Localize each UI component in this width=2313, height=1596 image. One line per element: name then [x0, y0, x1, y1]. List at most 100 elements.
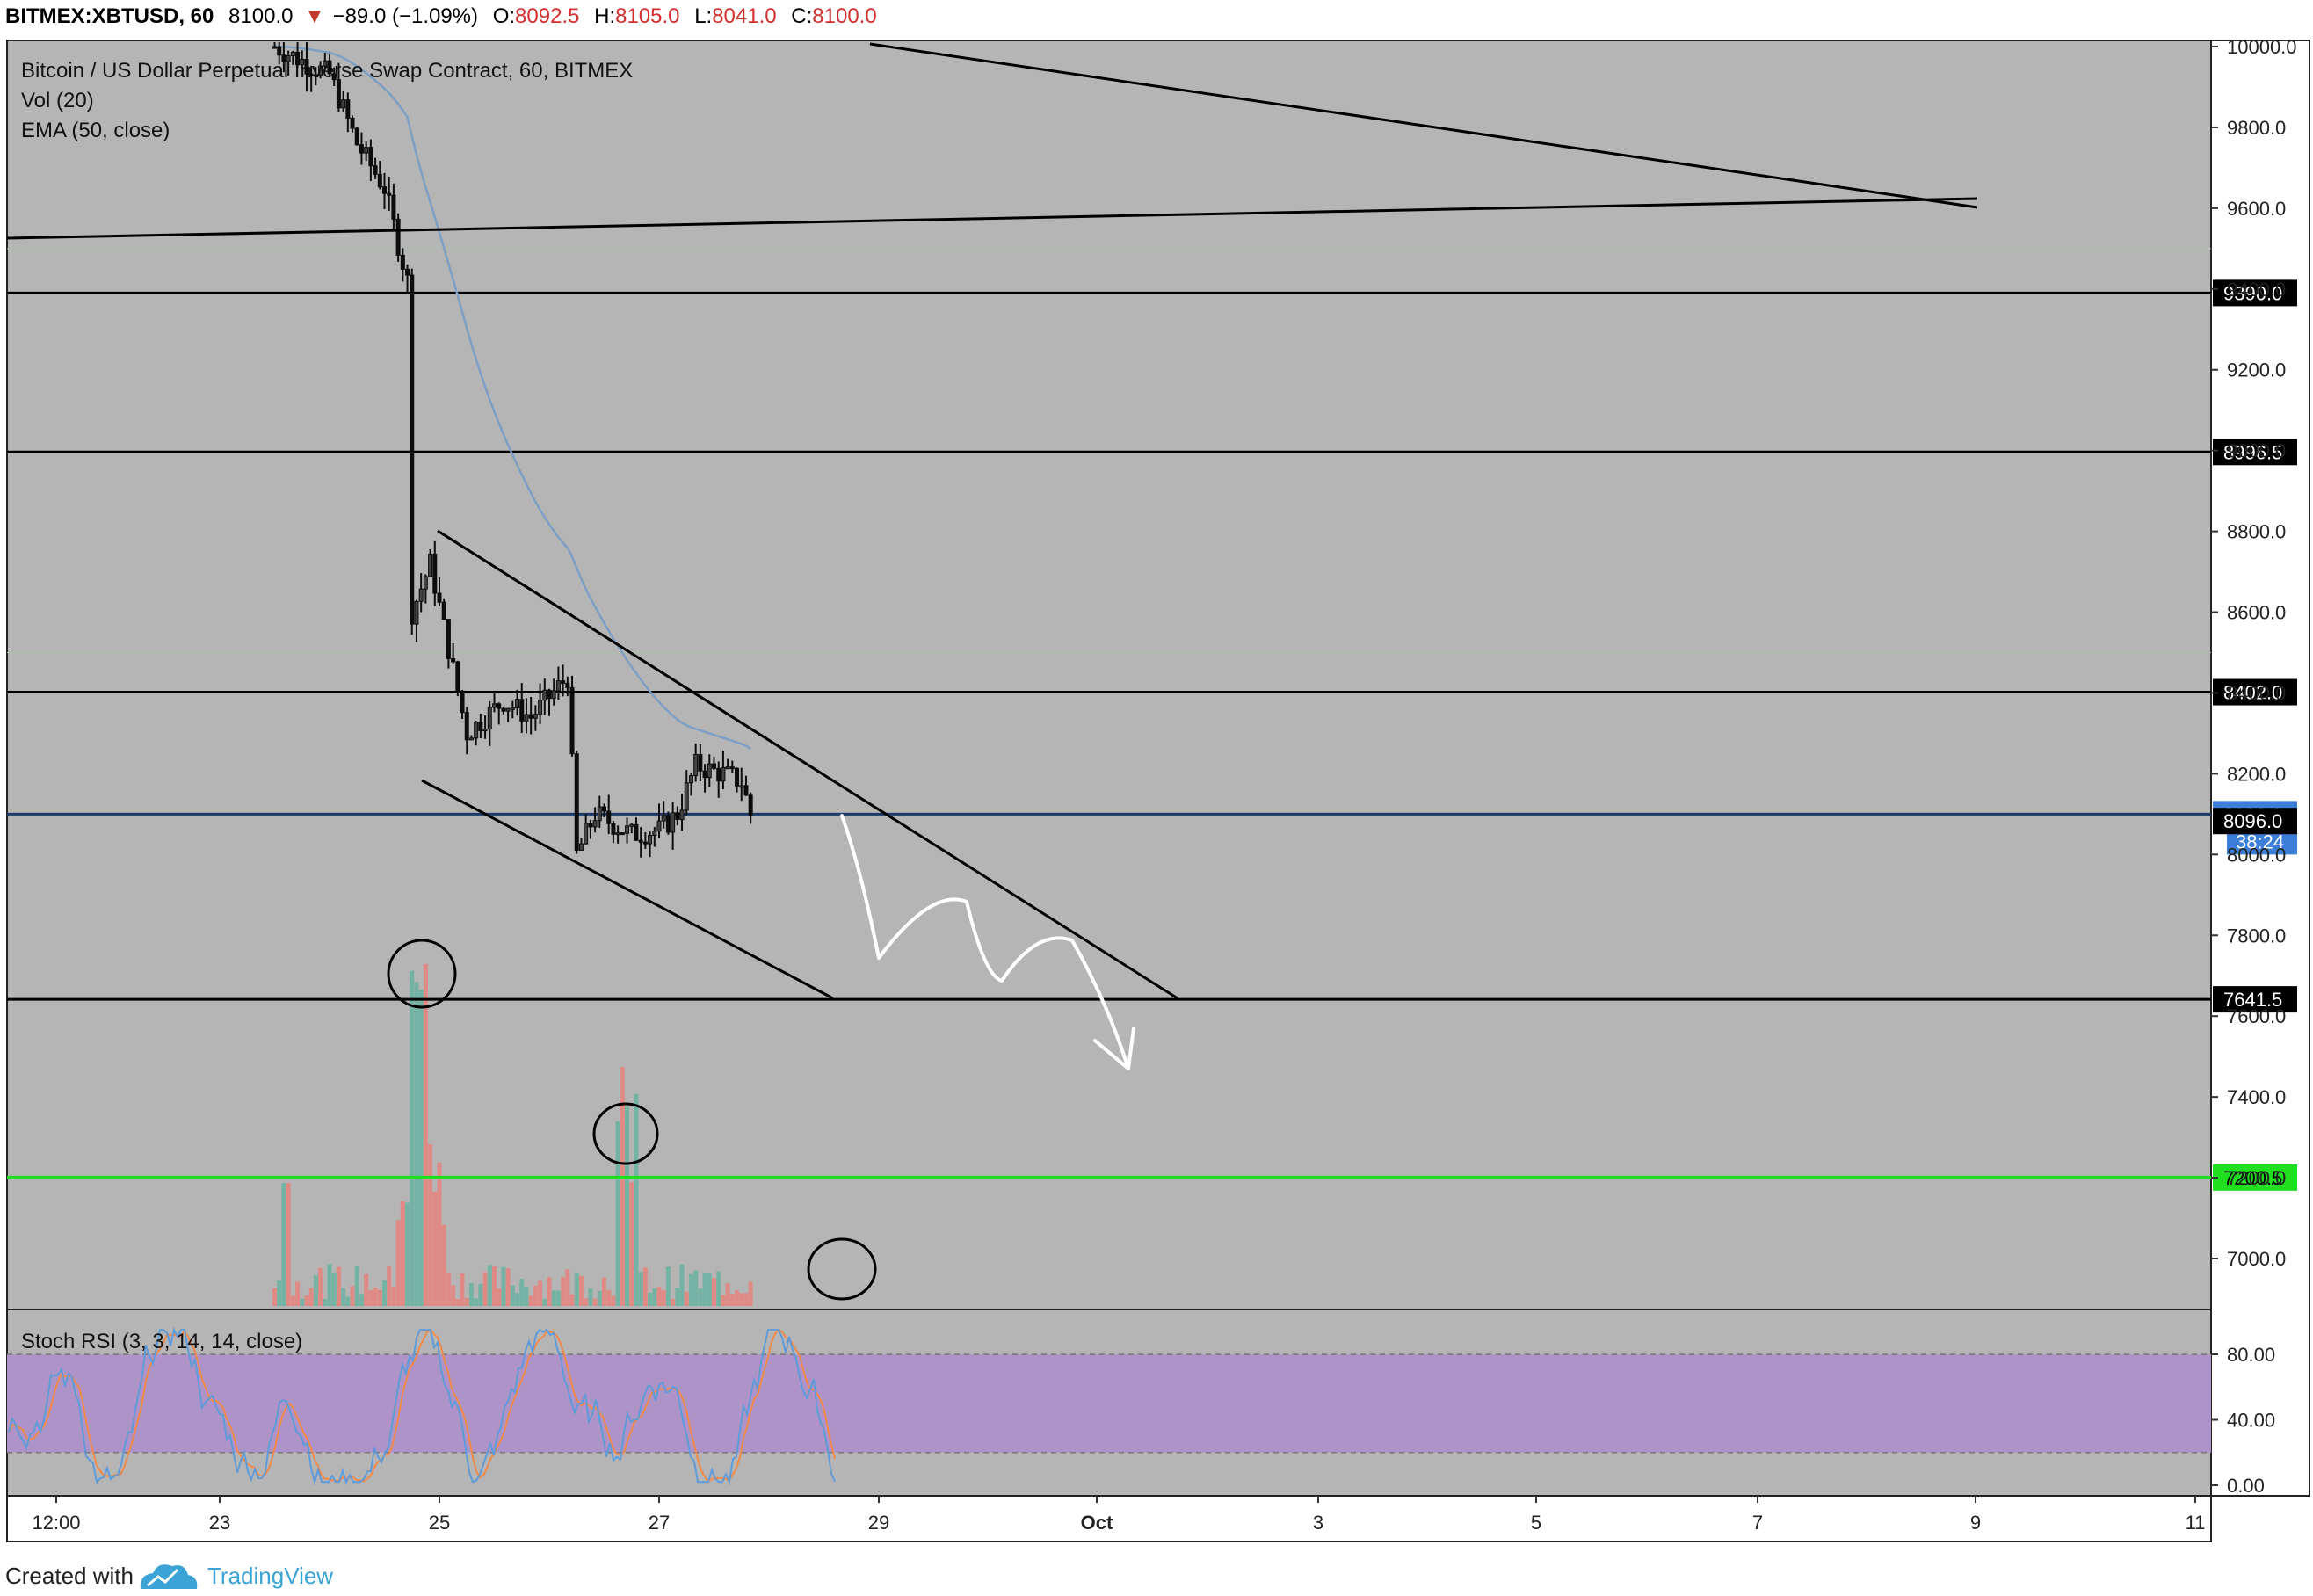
- volume-spike-circle[interactable]: [592, 1102, 659, 1165]
- candle-body: [561, 680, 566, 684]
- volume-bar: [712, 1278, 716, 1306]
- level-badge-label: 7641.5: [2223, 989, 2282, 1011]
- candle-body: [432, 553, 438, 594]
- candle-body: [423, 576, 428, 590]
- candle-body: [588, 823, 593, 828]
- candle-body: [327, 60, 332, 75]
- candle-body: [611, 823, 616, 835]
- candle-body: [538, 700, 543, 715]
- level-badge-label: 8996.5: [2223, 441, 2282, 463]
- candle-body: [721, 766, 726, 782]
- level-badge: [2213, 439, 2297, 466]
- header-open-label: O:: [493, 4, 515, 28]
- price-tick-label: 7200.0: [2227, 1167, 2286, 1189]
- volume-bar: [446, 1272, 451, 1306]
- volume-bar: [578, 1275, 584, 1306]
- candle-body: [300, 58, 305, 66]
- volume-bar: [400, 1201, 405, 1306]
- level-badge: [2213, 986, 2297, 1013]
- candle-body: [606, 810, 612, 824]
- rising-trendline[interactable]: [6, 197, 1978, 240]
- volume-bar: [592, 1298, 598, 1306]
- volume-bar: [648, 1292, 653, 1306]
- volume-bar: [492, 1266, 497, 1306]
- candle-body: [620, 832, 625, 836]
- candle-body: [400, 254, 405, 270]
- candle-body: [729, 766, 735, 770]
- channel-lower-line[interactable]: [421, 779, 834, 1000]
- volume-bar: [286, 1183, 291, 1306]
- volume-bar: [702, 1272, 707, 1306]
- descending-trendline[interactable]: [869, 42, 1978, 209]
- time-axis[interactable]: [6, 1495, 2212, 1542]
- time-tick-label: 11: [2186, 1512, 2206, 1534]
- time-tick-label: 29: [868, 1512, 889, 1534]
- volume-bar: [538, 1280, 543, 1306]
- time-tick-label: 5: [1531, 1512, 1541, 1534]
- volume-bar: [455, 1298, 460, 1306]
- legend-stoch-rsi[interactable]: Stoch RSI (3, 3, 14, 14, close): [21, 1330, 302, 1353]
- candle-body: [414, 600, 419, 625]
- candle-body: [350, 117, 355, 129]
- volume-bar: [373, 1287, 378, 1306]
- legend-title[interactable]: Bitcoin / US Dollar Perpetual Inverse Sw…: [21, 59, 633, 83]
- volume-bar: [405, 1202, 410, 1306]
- candle-body: [487, 707, 492, 730]
- candle-body: [313, 74, 318, 77]
- volume-bar: [345, 1296, 351, 1306]
- candle-body: [290, 51, 295, 57]
- candle-body: [592, 820, 598, 828]
- volume-bar: [602, 1277, 606, 1306]
- price-tick-label: 9000.0: [2227, 440, 2286, 462]
- level-badge-label: 9390.0: [2223, 282, 2282, 304]
- volume-bar: [597, 1290, 602, 1306]
- volume-bar: [428, 1144, 433, 1306]
- volume-bar: [515, 1293, 520, 1306]
- level-badge: [2213, 1164, 2297, 1191]
- candle-body: [373, 165, 378, 175]
- volume-bar: [584, 1298, 589, 1306]
- candle-body: [652, 831, 657, 837]
- volume-bar: [300, 1298, 305, 1306]
- candle-body: [474, 722, 479, 739]
- volume-circle[interactable]: [807, 1237, 877, 1301]
- volume-bar: [652, 1288, 657, 1306]
- channel-upper-line[interactable]: [437, 529, 1178, 1000]
- volume-bar: [528, 1295, 533, 1306]
- candle-body: [725, 766, 730, 770]
- candle-body: [642, 841, 648, 845]
- legend-ema[interactable]: EMA (50, close): [21, 119, 170, 142]
- price-pane[interactable]: [6, 40, 2212, 1310]
- volume-spike-circle[interactable]: [387, 939, 457, 1009]
- candle-body: [515, 699, 520, 708]
- legend-vol[interactable]: Vol (20): [21, 89, 94, 112]
- volume-bar: [565, 1269, 570, 1306]
- volume-bar: [272, 1288, 277, 1306]
- rsi-k-line: [8, 1327, 836, 1486]
- header-low-label: L:: [694, 4, 712, 28]
- time-tick-label: 3: [1313, 1512, 1323, 1534]
- volume-bar: [693, 1270, 699, 1306]
- rsi-tick-label: 0.00: [2227, 1475, 2265, 1497]
- price-tick-label: 9200.0: [2227, 359, 2286, 381]
- price-tick-label: 8800.0: [2227, 521, 2286, 543]
- candle-body: [286, 55, 291, 62]
- projection-arrow[interactable]: [840, 814, 1135, 1070]
- volume-bar: [308, 1288, 314, 1306]
- candle-body: [533, 714, 538, 719]
- candle-body: [405, 268, 410, 276]
- candle-body: [277, 46, 282, 56]
- candle-body: [318, 65, 323, 76]
- volume-bar: [735, 1289, 740, 1306]
- candle-body: [656, 820, 662, 832]
- candle-body: [584, 823, 589, 845]
- volume-bar: [665, 1266, 671, 1306]
- footer-brand[interactable]: TradingView: [207, 1563, 333, 1589]
- candle-body: [501, 707, 506, 712]
- rsi-d-line: [8, 1328, 836, 1484]
- candle-body: [492, 703, 497, 708]
- candle-body: [364, 147, 369, 154]
- candle-body: [428, 553, 433, 577]
- price-tick-label: 9800.0: [2227, 117, 2286, 139]
- volume-bar: [387, 1266, 392, 1306]
